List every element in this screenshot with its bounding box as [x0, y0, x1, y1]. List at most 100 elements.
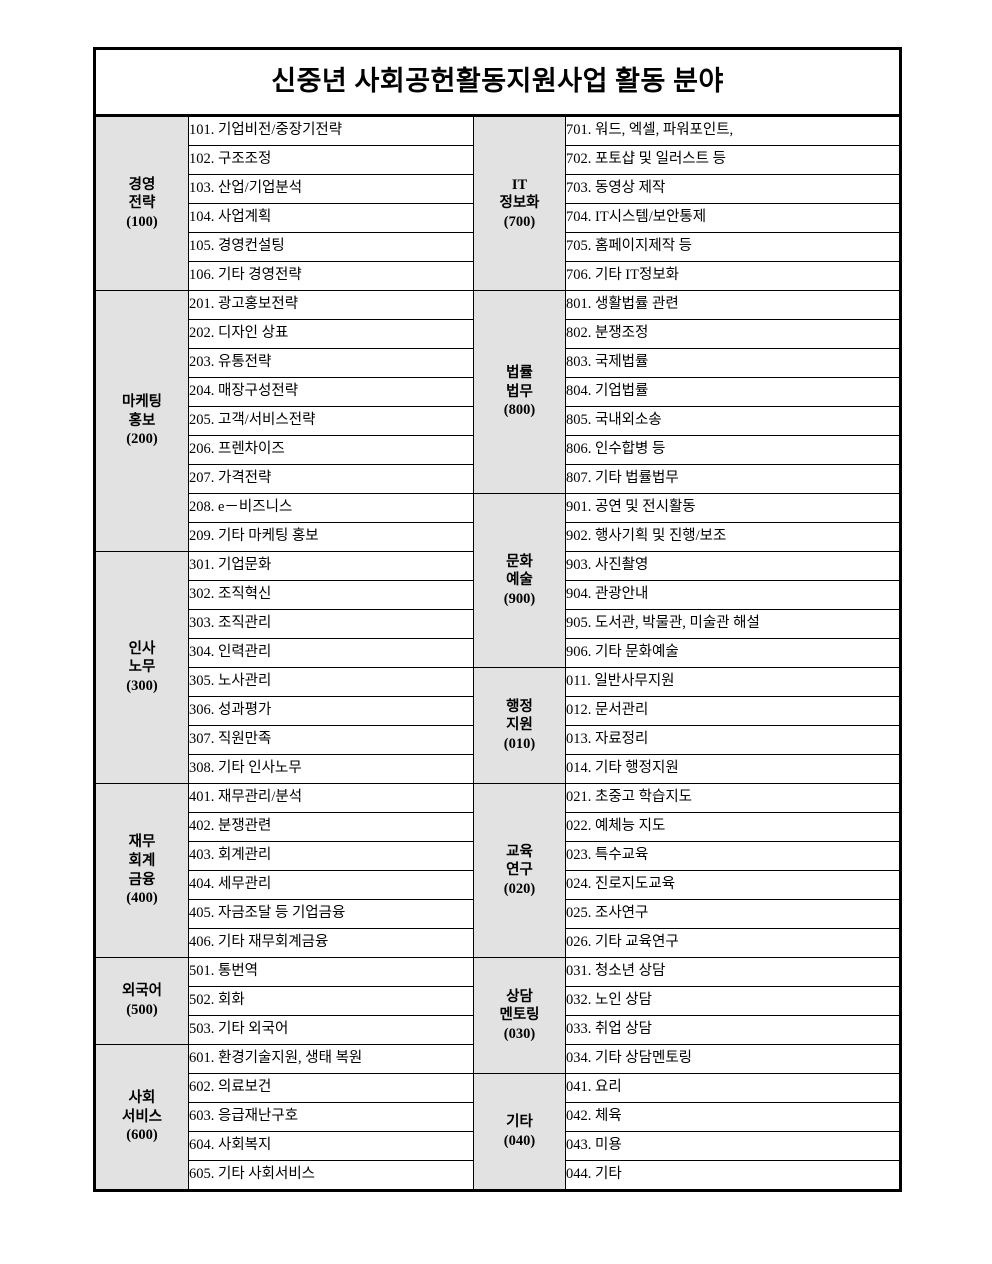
table-row: 마케팅 홍보 (200) 201. 광고홍보전략 법률 법무 (800) 801. 생활법률 …: [94, 290, 902, 552]
table-row: 605. 기타 사회서비스 044. 기타: [95, 1160, 902, 1191]
activity-item: 704. IT시스템/보안통제: [564, 203, 902, 233]
table-row: 208. e－비즈니스 문화 예술 (900) 901. 공연 및 전시활동: [95, 493, 902, 668]
category-cell-600: 사회 서비스 (600): [94, 1044, 189, 1191]
table-row: 308. 기타 인사노무 014. 기타 행정지원: [95, 754, 902, 784]
category-label-line: (100): [126, 213, 158, 230]
activity-item: 201. 광고홍보전략: [188, 290, 474, 320]
page-title: 신중년 사회공헌활동지원사업 활동 분야: [271, 66, 724, 97]
table-row: 604. 사회복지 043. 미용: [95, 1131, 902, 1161]
category-label-line: (010): [503, 735, 536, 752]
category-label-line: 멘토링: [499, 1007, 540, 1024]
activity-item: 044. 기타: [564, 1160, 902, 1191]
category-label-line: (300): [126, 677, 158, 694]
activity-item: 304. 인력관리: [188, 638, 474, 668]
category-cell-010: 행정 지원 (010): [473, 667, 566, 784]
category-label-line: 노무: [128, 659, 156, 676]
activity-item: 801. 생활법률 관련: [564, 290, 902, 320]
activity-item: 023. 특수교육: [564, 841, 902, 871]
activity-item: 805. 국내외소송: [564, 406, 902, 436]
category-label-line: (030): [503, 1025, 536, 1042]
activity-item: 902. 행사기획 및 진행/보조: [564, 522, 902, 552]
activity-item: 106. 기타 경영전략: [188, 261, 474, 291]
table-row: 403. 회계관리 023. 특수교육: [95, 841, 902, 871]
activity-item: 012. 문서관리: [564, 696, 902, 726]
activity-item: 904. 관광안내: [564, 580, 902, 610]
activity-item: 013. 자료정리: [564, 725, 902, 755]
category-label-line: 문화: [506, 553, 533, 570]
activity-item: 703. 동영상 제작: [564, 174, 902, 204]
table-row: 503. 기타 외국어 033. 취업 상담: [95, 1015, 902, 1045]
table-row: 602. 의료보건 기타 (040) 041. 요리: [95, 1073, 902, 1191]
table-row: 302. 조직혁신 904. 관광안내: [95, 580, 902, 610]
category-label-line: 상담: [506, 988, 533, 1005]
activity-item: 014. 기타 행정지원: [564, 754, 902, 784]
table-row: 105. 경영컨설팅 705. 홈페이지제작 등: [95, 232, 902, 262]
category-cell-700: IT 정보화 (700): [473, 115, 566, 291]
category-label-line: 법률: [506, 365, 533, 382]
table-row: 305. 노사관리 행정 지원 (010) 011. 일반사무지원: [95, 667, 902, 784]
activity-item: 101. 기업비전/중장기전략: [188, 115, 474, 146]
activity-item: 901. 공연 및 전시활동: [564, 493, 902, 523]
category-label-line: 홍보: [128, 412, 156, 429]
activity-item: 601. 환경기술지원, 생태 복원: [188, 1044, 474, 1074]
category-label-line: 재무: [128, 834, 156, 851]
activity-item: 306. 성과평가: [188, 696, 474, 726]
activity-item: 803. 국제법률: [564, 348, 902, 378]
activity-item: 705. 홈페이지제작 등: [564, 232, 902, 262]
activity-item: 605. 기타 사회서비스: [188, 1160, 474, 1191]
activity-item: 021. 초중고 학습지도: [564, 783, 902, 813]
table-row: 106. 기타 경영전략 706. 기타 IT정보화: [95, 261, 902, 291]
category-label-line: (020): [503, 880, 536, 897]
activity-item: 305. 노사관리: [188, 667, 474, 697]
activity-item: 032. 노인 상담: [564, 986, 902, 1016]
activity-item: 802. 분쟁조정: [564, 319, 902, 349]
activity-item: 402. 분쟁관련: [188, 812, 474, 842]
category-label-line: 기타: [506, 1113, 533, 1130]
activity-item: 105. 경영컨설팅: [188, 232, 474, 262]
table-row: 402. 분쟁관련 022. 예체능 지도: [95, 812, 902, 842]
activity-item: 033. 취업 상담: [564, 1015, 902, 1045]
table-row: 206. 프렌차이즈 806. 인수합병 등: [95, 435, 902, 465]
category-cell-500: 외국어 (500): [94, 957, 189, 1045]
table-row: 104. 사업계획 704. IT시스템/보안통제: [95, 203, 902, 233]
activity-item: 905. 도서관, 박물관, 미술관 해설: [564, 609, 902, 639]
category-cell-400: 재무 회계 금융 (400): [94, 783, 189, 958]
category-label-line: 행정: [506, 698, 533, 715]
table-row: 사회 서비스 (600) 601. 환경기술지원, 생태 복원 034. 기타 상담멘토…: [94, 1044, 902, 1191]
category-label-line: 금융: [128, 871, 156, 888]
category-label-line: (600): [126, 1127, 158, 1144]
category-label-line: 예술: [506, 572, 533, 589]
activity-item: 207. 가격전략: [188, 464, 474, 494]
category-label-line: (400): [126, 890, 158, 907]
activity-item: 807. 기타 법률법무: [564, 464, 902, 494]
category-label-line: 인사: [128, 640, 156, 657]
activity-item: 604. 사회복지: [188, 1131, 474, 1161]
category-label-line: 법무: [506, 383, 533, 400]
activity-item: 308. 기타 인사노무: [188, 754, 474, 784]
category-label-line: 교육: [506, 843, 533, 860]
activity-item: 502. 회화: [188, 986, 474, 1016]
activity-item: 026. 기타 교육연구: [564, 928, 902, 958]
table-row: 209. 기타 마케팅 홍보 902. 행사기획 및 진행/보조: [95, 522, 902, 552]
activity-item: 307. 직원만족: [188, 725, 474, 755]
activity-item: 706. 기타 IT정보화: [564, 261, 902, 291]
category-cell-020: 교육 연구 (020): [473, 783, 566, 958]
table-row: 603. 응급재난구호 042. 체육: [95, 1102, 902, 1132]
activity-item: 206. 프렌차이즈: [188, 435, 474, 465]
category-label-line: 서비스: [121, 1108, 163, 1125]
category-label-line: 정보화: [499, 195, 540, 212]
activity-item: 906. 기타 문화예술: [564, 638, 902, 668]
category-cell-100: 경영 전략 (100): [94, 115, 189, 291]
activity-item: 401. 재무관리/분석: [188, 783, 474, 813]
table-row: 204. 매장구성전략 804. 기업법률: [95, 377, 902, 407]
activity-item: 011. 일반사무지원: [564, 667, 902, 697]
category-label-line: 전략: [128, 195, 156, 212]
activity-item: 025. 조사연구: [564, 899, 902, 929]
activity-item: 302. 조직혁신: [188, 580, 474, 610]
table-row: 102. 구조조정 702. 포토샵 및 일러스트 등: [95, 145, 902, 175]
activity-item: 042. 체육: [564, 1102, 902, 1132]
activity-item: 204. 매장구성전략: [188, 377, 474, 407]
activity-field-table: 신중년 사회공헌활동지원사업 활동 분야 경영 전략 (100) 101. 기업비전/…: [93, 47, 903, 1192]
activity-item: 034. 기타 상담멘토링: [564, 1044, 902, 1074]
